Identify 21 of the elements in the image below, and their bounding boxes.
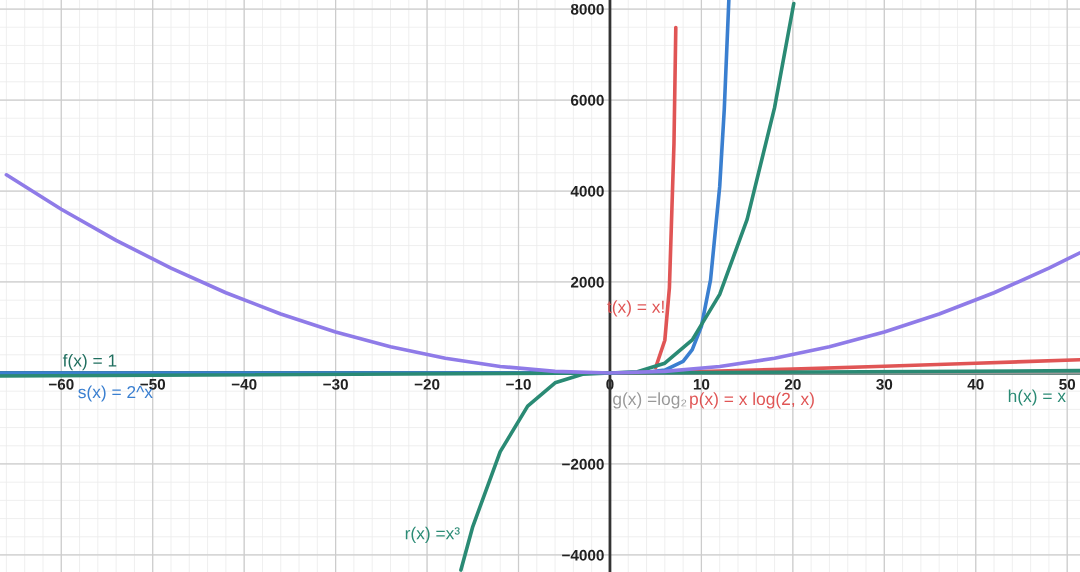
x-tick-label: −60 xyxy=(48,378,74,390)
x-tick-label: 10 xyxy=(693,378,710,390)
series-label: g(x) =log₂ xyxy=(613,392,687,409)
x-tick-label: 40 xyxy=(967,378,984,390)
series-label: h(x) = x xyxy=(1008,389,1066,406)
series-label: p(x) = x log(2, x) xyxy=(690,392,814,409)
x-tick-label: 50 xyxy=(1059,378,1076,390)
x-tick-label: −30 xyxy=(323,378,348,390)
y-tick-label: 2000 xyxy=(570,276,604,288)
x-tick-label: −20 xyxy=(414,378,440,390)
series-label: r(x) =x³ xyxy=(405,526,460,543)
x-tick-label: 20 xyxy=(784,378,801,390)
y-tick-label: 6000 xyxy=(570,94,604,106)
y-tick-label: −2000 xyxy=(562,458,604,470)
x-tick-label: −10 xyxy=(506,378,531,390)
x-tick-label: −40 xyxy=(231,378,257,390)
x-tick-label: 30 xyxy=(876,378,893,390)
series-label: f(x) = 1 xyxy=(62,353,117,371)
y-tick-label: 8000 xyxy=(570,3,604,15)
y-tick-label: 4000 xyxy=(570,185,604,197)
y-tick-label: −4000 xyxy=(562,549,604,561)
